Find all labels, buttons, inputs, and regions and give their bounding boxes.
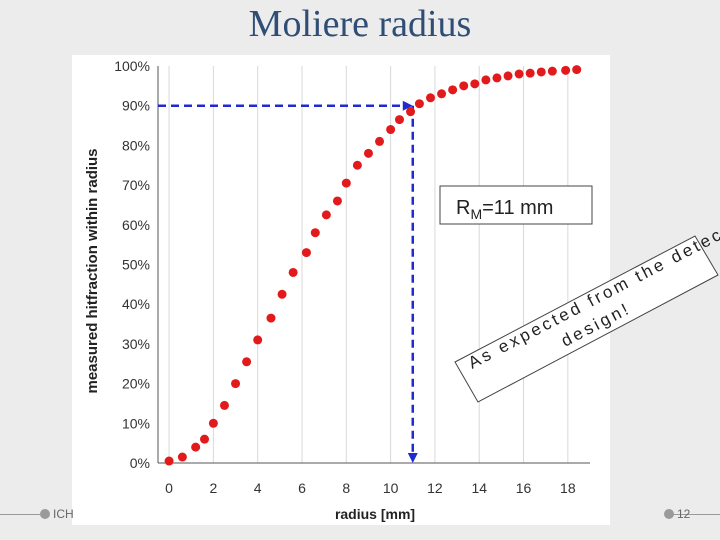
rm-annotation-box: RM=11 mm xyxy=(439,185,593,225)
data-point-0 xyxy=(164,456,174,466)
x-tick-label-6: 12 xyxy=(427,480,443,496)
footer-rule-left xyxy=(0,514,42,515)
data-point-13 xyxy=(310,228,320,238)
y-tick-labels: 0% 10% 20% 30% 40% 50% 60% 70% 80% 90% 100% xyxy=(114,58,150,471)
data-point-15 xyxy=(332,196,342,206)
data-point-36 xyxy=(561,65,571,75)
y-tick-label-8: 80% xyxy=(122,137,150,153)
data-point-1 xyxy=(177,452,187,462)
data-points xyxy=(164,65,582,466)
x-tick-label-3: 6 xyxy=(298,480,306,496)
data-point-25 xyxy=(437,89,447,99)
data-point-11 xyxy=(288,267,298,277)
data-point-18 xyxy=(363,148,373,158)
y-tick-label-5: 50% xyxy=(122,257,150,273)
data-point-16 xyxy=(341,178,351,188)
x-axis-label: radius [mm] xyxy=(335,506,415,522)
rm-value: =11 mm xyxy=(482,197,553,219)
y-tick-label-2: 20% xyxy=(122,376,150,392)
footer-bullet-left xyxy=(40,509,50,519)
data-point-27 xyxy=(459,81,469,91)
footer-bullet-right xyxy=(664,509,674,519)
data-point-7 xyxy=(242,357,252,367)
data-point-37 xyxy=(572,65,582,75)
data-point-9 xyxy=(266,313,276,323)
data-point-6 xyxy=(231,379,241,389)
x-tick-label-8: 16 xyxy=(516,480,532,496)
guide-arrow-right xyxy=(402,100,413,111)
data-point-22 xyxy=(406,107,416,117)
x-tick-label-5: 10 xyxy=(383,480,399,496)
svg-text:RM=11 mm: RM=11 mm xyxy=(456,197,553,222)
y-tick-label-9: 90% xyxy=(122,98,150,114)
data-point-10 xyxy=(277,289,287,299)
data-point-32 xyxy=(514,69,524,79)
data-point-35 xyxy=(547,66,557,76)
data-point-31 xyxy=(503,71,513,81)
footer-label: ICH xyxy=(53,507,74,521)
slide-title: Moliere radius xyxy=(248,3,472,45)
data-point-5 xyxy=(219,400,229,410)
data-point-17 xyxy=(352,160,362,170)
x-tick-label-2: 4 xyxy=(254,480,262,496)
data-point-3 xyxy=(200,434,210,444)
grid xyxy=(168,66,569,463)
x-tick-label-4: 8 xyxy=(342,480,350,496)
data-point-26 xyxy=(448,85,458,95)
guide-arrow-down xyxy=(407,453,418,463)
plot-background xyxy=(72,55,610,525)
x-tick-label-7: 14 xyxy=(471,480,487,496)
data-point-4 xyxy=(208,418,218,428)
data-point-34 xyxy=(536,67,546,77)
x-tick-label-1: 2 xyxy=(209,480,217,496)
data-point-21 xyxy=(394,115,404,125)
data-point-14 xyxy=(321,210,331,220)
footer-rule-right xyxy=(672,514,720,515)
data-point-28 xyxy=(470,79,480,89)
data-point-19 xyxy=(375,136,385,146)
rm-symbol: R xyxy=(456,197,470,219)
data-point-33 xyxy=(525,68,535,78)
data-point-20 xyxy=(386,125,396,135)
data-point-23 xyxy=(414,99,424,109)
data-point-12 xyxy=(301,248,311,258)
x-tick-label-0: 0 xyxy=(165,480,173,496)
data-point-29 xyxy=(481,75,491,85)
rm-guide-lines xyxy=(158,100,418,463)
y-tick-label-10: 100% xyxy=(114,58,150,74)
y-tick-label-7: 70% xyxy=(122,177,150,193)
x-tick-label-9: 18 xyxy=(560,480,576,496)
y-axis-label: measured hitfraction within radius xyxy=(84,148,101,393)
x-tick-labels: 0 2 4 6 8 10 12 14 16 18 xyxy=(165,480,576,496)
data-point-2 xyxy=(191,442,201,452)
data-point-30 xyxy=(492,73,502,83)
data-point-24 xyxy=(425,93,435,103)
y-tick-label-4: 40% xyxy=(122,296,150,312)
rm-subscript: M xyxy=(470,206,482,222)
y-tick-label-1: 10% xyxy=(122,415,150,431)
page-number: 12 xyxy=(677,507,691,521)
y-tick-label-6: 60% xyxy=(122,217,150,233)
y-tick-label-3: 30% xyxy=(122,336,150,352)
y-tick-label-0: 0% xyxy=(130,455,150,471)
data-point-8 xyxy=(253,335,263,345)
